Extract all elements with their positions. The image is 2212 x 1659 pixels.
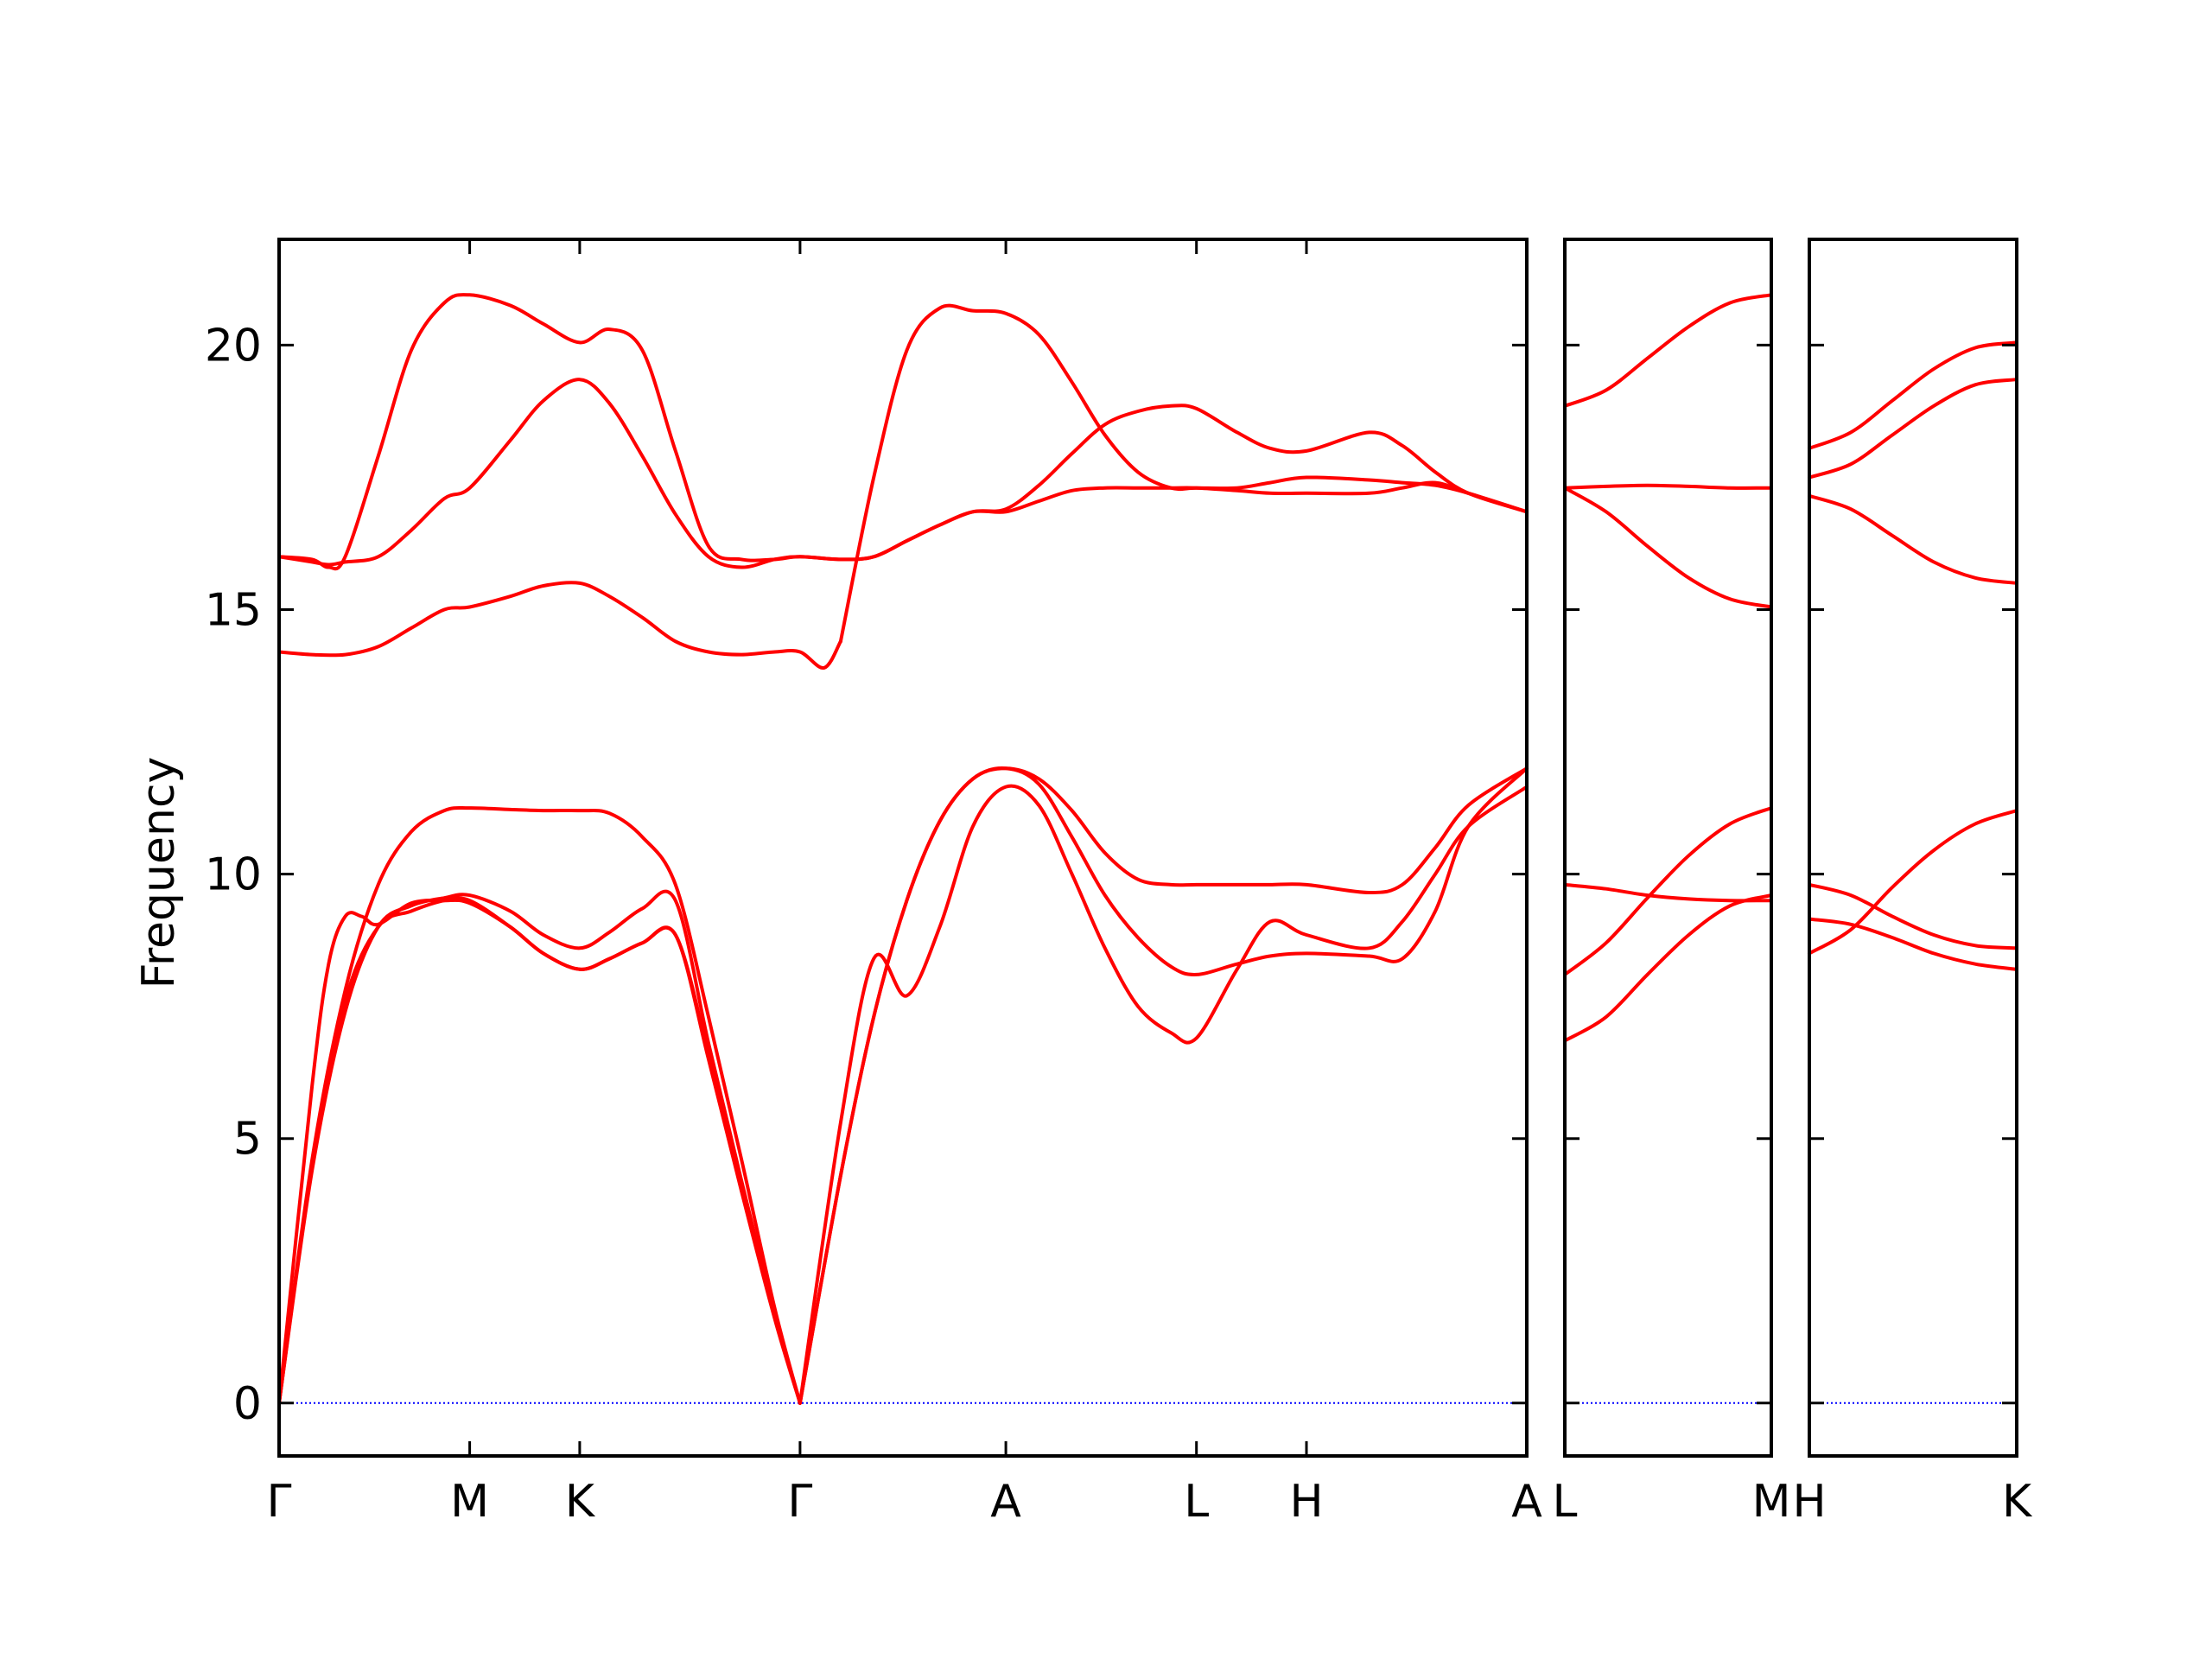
band-line-2 xyxy=(1563,806,1773,976)
band-line-6 xyxy=(1563,293,1773,408)
panel-frame xyxy=(1808,238,2018,1458)
band-line-5 xyxy=(1808,378,2018,480)
y-axis-label: Frequency xyxy=(133,757,185,989)
y-tick-label: 5 xyxy=(233,1114,262,1166)
y-tick-label: 10 xyxy=(205,849,262,901)
y-tick-label: 0 xyxy=(233,1378,262,1430)
band-line-9 xyxy=(838,303,1529,644)
band-line-1 xyxy=(1808,809,2018,956)
x-tick-label: M xyxy=(1752,1476,1791,1528)
x-tick-label: A xyxy=(990,1476,1021,1528)
x-tick-label: M xyxy=(450,1476,489,1528)
band-line-3 xyxy=(277,898,802,1405)
x-tick-label: L xyxy=(1184,1476,1209,1528)
panel-frame xyxy=(1563,238,1773,1458)
y-tick-label: 15 xyxy=(205,585,262,637)
band-line-6 xyxy=(1808,340,2018,450)
x-tick-label: H xyxy=(1792,1476,1826,1528)
y-tick-label: 20 xyxy=(205,320,262,372)
x-tick-label: Γ xyxy=(787,1476,812,1528)
x-tick-label: Γ xyxy=(267,1476,292,1528)
x-tick-label: K xyxy=(565,1476,596,1528)
band-line-7 xyxy=(798,766,1529,1405)
band-line-4 xyxy=(1808,493,2018,585)
band-line-8 xyxy=(277,581,842,670)
x-tick-label: A xyxy=(1511,1476,1542,1528)
panel-frame xyxy=(277,238,1529,1458)
band-line-2 xyxy=(1808,917,2018,971)
x-tick-label: H xyxy=(1289,1476,1323,1528)
band-line-6 xyxy=(798,766,1529,1405)
band-line-3 xyxy=(1563,882,1773,903)
band-line-11 xyxy=(277,293,1529,571)
band-line-5 xyxy=(1563,483,1773,490)
band-line-1 xyxy=(1563,893,1773,1043)
band-line-4 xyxy=(277,805,802,1405)
band-line-10 xyxy=(277,378,1529,569)
x-tick-label: K xyxy=(2002,1476,2033,1528)
panel-1: Γ M K Γ A L H A 0 5 10 15 20 xyxy=(205,238,1542,1528)
band-line-4 xyxy=(1563,486,1773,609)
x-tick-label: L xyxy=(1553,1476,1578,1528)
band-line-2 xyxy=(277,889,802,1405)
band-line-3 xyxy=(1808,882,2018,950)
band-line-5 xyxy=(798,784,1529,1405)
